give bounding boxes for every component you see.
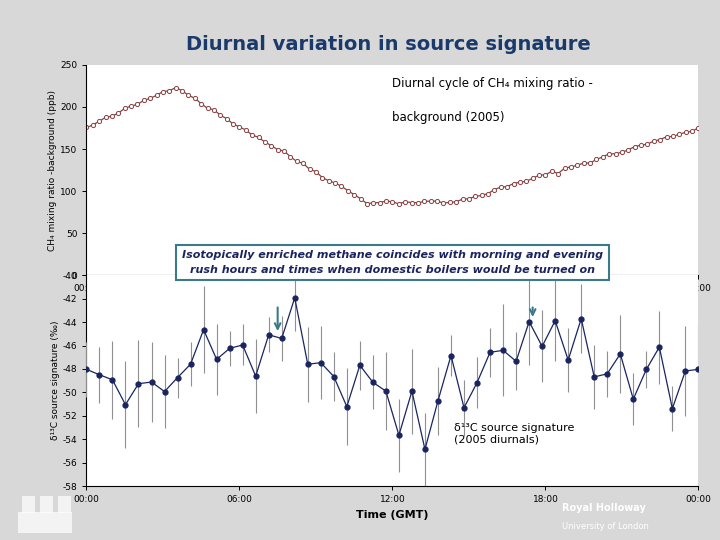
Text: Royal Holloway: Royal Holloway [562, 503, 645, 514]
Text: Diurnal variation in source signature: Diurnal variation in source signature [186, 35, 591, 54]
Bar [22, 496, 35, 513]
X-axis label: Time (GMT): Time (GMT) [356, 510, 428, 519]
Text: Diurnal cycle of CH₄ mixing ratio -: Diurnal cycle of CH₄ mixing ratio - [392, 77, 593, 90]
Text: University of London: University of London [562, 522, 649, 531]
Bar [58, 496, 71, 513]
Y-axis label: CH₄ mixing ratio -background (ppb): CH₄ mixing ratio -background (ppb) [48, 90, 58, 251]
Text: Isotopically enriched methane coincides with morning and evening
rush hours and : Isotopically enriched methane coincides … [182, 250, 603, 275]
Text: background (2005): background (2005) [392, 111, 505, 124]
Bar [40, 496, 53, 513]
Bar [18, 512, 72, 532]
Y-axis label: δ¹³C source signature (‰): δ¹³C source signature (‰) [51, 321, 60, 441]
Text: δ¹³C source signature
(2005 diurnals): δ¹³C source signature (2005 diurnals) [454, 423, 574, 444]
